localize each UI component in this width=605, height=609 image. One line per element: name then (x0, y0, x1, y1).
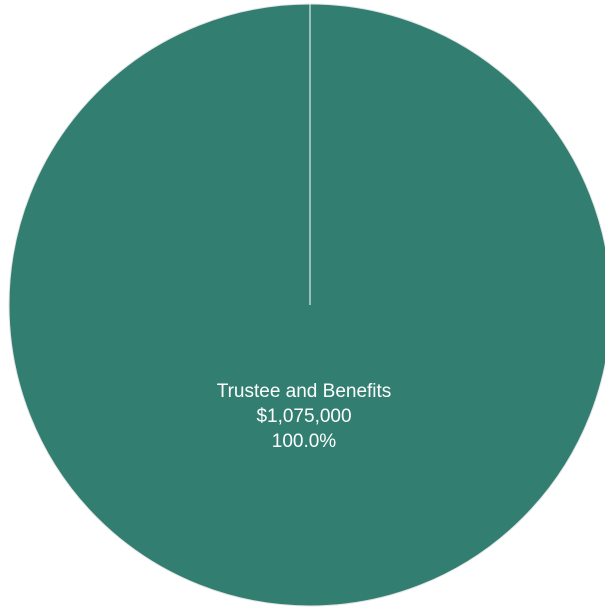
slice-label-name: Trustee and Benefits (217, 381, 392, 402)
slice-label-percent: 100.0% (272, 431, 337, 452)
pie-slices (8, 3, 605, 607)
pie-slice[interactable] (8, 3, 605, 607)
slice-labels: Trustee and Benefits $1,075,000 100.0% (217, 381, 392, 452)
slice-label-value: $1,075,000 (256, 406, 351, 427)
